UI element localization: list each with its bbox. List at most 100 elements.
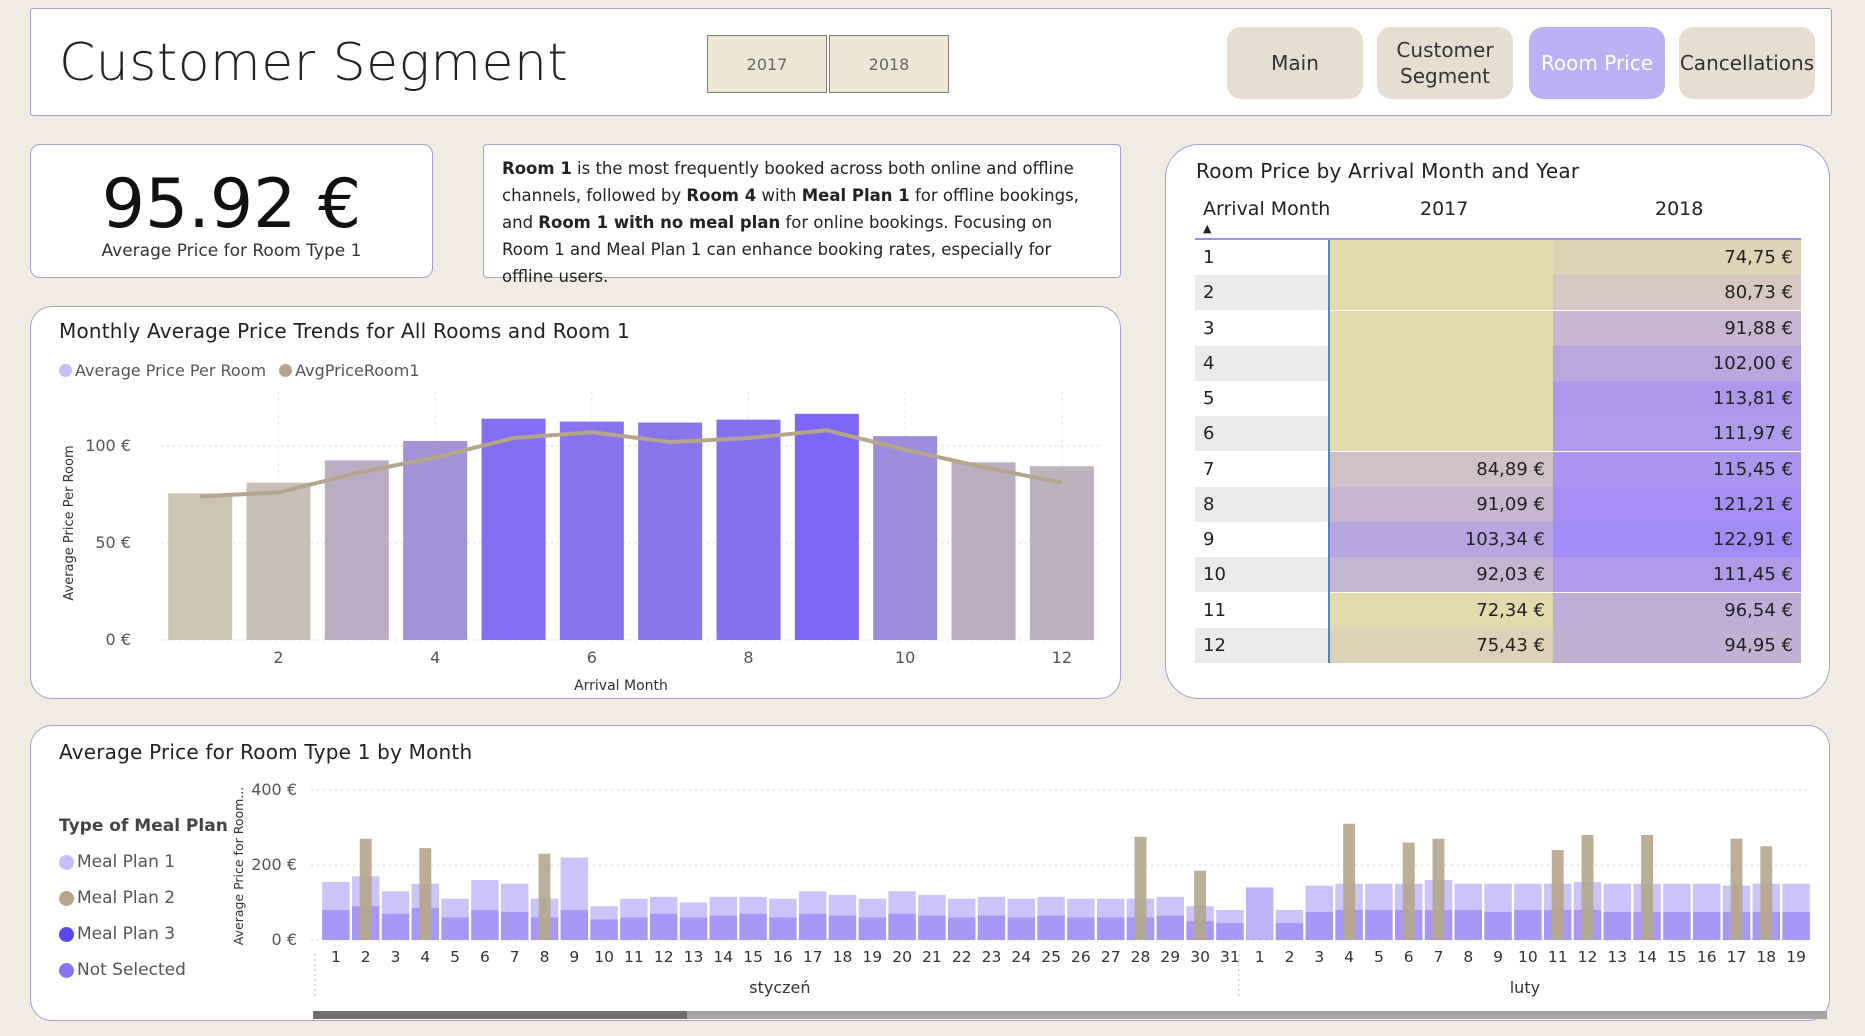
bar-avg-price[interactable] — [1029, 466, 1094, 640]
bar-avg-price[interactable] — [403, 440, 468, 640]
matrix-row[interactable]: 1 74,75 € — [1195, 240, 1801, 275]
bar-not-selected[interactable] — [947, 917, 976, 941]
year-slicer-2018[interactable]: 2018 — [829, 35, 949, 93]
bar-not-selected[interactable] — [858, 917, 887, 941]
bar-avg-price[interactable] — [324, 460, 389, 640]
bar-not-selected[interactable] — [1365, 910, 1393, 940]
matrix-row[interactable]: 6 111,97 € — [1195, 416, 1801, 452]
bar-not-selected[interactable] — [798, 913, 827, 940]
meal-plan-legend-title: Type of Meal Plan — [59, 816, 228, 836]
bar-not-selected[interactable] — [769, 917, 797, 941]
bar-not-selected[interactable] — [620, 917, 648, 941]
legend-meal-plan-1[interactable]: Meal Plan 1 — [59, 844, 228, 880]
bar-not-selected[interactable] — [1245, 887, 1274, 941]
bar-not-selected[interactable] — [1007, 917, 1036, 941]
bar-not-selected[interactable] — [709, 915, 738, 940]
bar-avg-price[interactable] — [716, 419, 781, 640]
bar-not-selected[interactable] — [441, 917, 469, 941]
bar-not-selected[interactable] — [739, 913, 767, 940]
bar-meal-plan-2[interactable] — [419, 848, 432, 940]
bar-not-selected[interactable] — [828, 915, 857, 940]
bar-not-selected[interactable] — [1216, 923, 1244, 940]
legend-not-selected[interactable]: Not Selected — [59, 952, 228, 988]
bar-not-selected[interactable] — [977, 915, 1006, 940]
x-tick-label: 3 — [1314, 948, 1324, 966]
matrix-row-header[interactable]: Arrival Month — [1203, 198, 1331, 220]
line-avg-room1[interactable] — [200, 428, 1063, 499]
bar-meal-plan-2[interactable] — [1730, 838, 1743, 940]
bar-avg-price[interactable] — [638, 422, 703, 640]
year-slicer-2017[interactable]: 2017 — [707, 35, 827, 93]
bar-not-selected[interactable] — [1692, 911, 1721, 940]
bar-not-selected[interactable] — [888, 913, 916, 940]
bar-avg-price[interactable] — [168, 493, 233, 640]
matrix-row[interactable]: 11 72,34 €96,54 € — [1195, 592, 1801, 628]
bar-not-selected[interactable] — [1037, 915, 1065, 940]
nav-cancellations-button[interactable]: Cancellations — [1679, 27, 1815, 99]
bar-avg-price[interactable] — [246, 482, 311, 640]
matrix-row[interactable]: 9 103,34 €122,91 € — [1195, 522, 1801, 557]
bar-not-selected[interactable] — [918, 915, 946, 940]
matrix-row[interactable]: 12 75,43 €94,95 € — [1195, 627, 1801, 663]
bar-not-selected[interactable] — [1275, 923, 1304, 940]
sort-ascending-icon[interactable]: ▲ — [1203, 222, 1212, 235]
bar-not-selected[interactable] — [1514, 910, 1542, 940]
matrix-row[interactable]: 5 113,81 € — [1195, 381, 1801, 416]
legend-item-avg-price[interactable]: Average Price Per Room — [59, 361, 266, 380]
legend-item-avg-room1[interactable]: AvgPriceRoom1 — [279, 361, 420, 380]
matrix-row[interactable]: 7 84,89 €115,45 € — [1195, 451, 1801, 487]
bar-meal-plan-2[interactable] — [1760, 846, 1773, 940]
bar-avg-price[interactable] — [559, 421, 624, 640]
bar-meal-plan-2[interactable] — [359, 838, 372, 940]
bar-meal-plan-2[interactable] — [1343, 823, 1356, 940]
bar-meal-plan-2[interactable] — [1402, 842, 1415, 941]
bar-not-selected[interactable] — [560, 910, 589, 940]
bar-not-selected[interactable] — [381, 913, 410, 940]
bar-not-selected[interactable] — [1663, 911, 1691, 940]
nav-room-price-button[interactable]: Room Price — [1529, 27, 1665, 99]
bar-not-selected[interactable] — [1484, 911, 1512, 940]
matrix-row[interactable]: 3 91,88 € — [1195, 310, 1801, 346]
bar-avg-price[interactable] — [873, 436, 938, 640]
bar-not-selected[interactable] — [1305, 911, 1334, 940]
bar-not-selected[interactable] — [1782, 911, 1810, 940]
bar-not-selected[interactable] — [1156, 915, 1185, 940]
horizontal-scrollbar-track[interactable] — [313, 1011, 1827, 1019]
bar-meal-plan-2[interactable] — [1581, 835, 1594, 940]
bar-avg-price[interactable] — [951, 462, 1016, 640]
matrix-value-2018: 113,81 € — [1553, 381, 1801, 416]
header-bar: Customer Segment 2017 2018 Main Customer… — [30, 8, 1832, 116]
matrix-row[interactable]: 8 91,09 €121,21 € — [1195, 486, 1801, 522]
matrix-row[interactable]: 10 92,03 €111,45 € — [1195, 557, 1801, 593]
legend-meal-plan-3[interactable]: Meal Plan 3 — [59, 916, 228, 952]
bar-avg-price[interactable] — [481, 418, 546, 640]
matrix-month-cell: 2 — [1195, 275, 1328, 311]
bar-not-selected[interactable] — [590, 919, 618, 940]
bar-meal-plan-2[interactable] — [1432, 838, 1445, 940]
bar-meal-plan-2[interactable] — [1194, 870, 1207, 940]
bar-meal-plan-2[interactable] — [1551, 850, 1564, 940]
bar-not-selected[interactable] — [500, 911, 529, 940]
horizontal-scrollbar-thumb[interactable] — [313, 1011, 687, 1019]
bar-not-selected[interactable] — [679, 917, 708, 941]
bar-not-selected[interactable] — [1454, 910, 1483, 940]
bar-not-selected[interactable] — [471, 910, 499, 940]
bar-not-selected[interactable] — [1096, 917, 1125, 941]
bar-avg-price[interactable] — [794, 413, 859, 640]
x-tick-label: 31 — [1220, 948, 1240, 966]
x-tick-label: 13 — [1607, 948, 1627, 966]
bar-not-selected[interactable] — [322, 910, 350, 940]
legend-meal-plan-2[interactable]: Meal Plan 2 — [59, 880, 228, 916]
month-group-label: luty — [1510, 978, 1540, 997]
nav-main-button[interactable]: Main — [1227, 27, 1363, 99]
bar-not-selected[interactable] — [649, 913, 678, 940]
matrix-row[interactable]: 4 102,00 € — [1195, 345, 1801, 381]
bar-not-selected[interactable] — [1603, 911, 1632, 940]
bar-not-selected[interactable] — [1067, 917, 1095, 941]
bar-meal-plan-2[interactable] — [1641, 835, 1654, 940]
bar-meal-plan-2[interactable] — [538, 853, 551, 940]
bar-meal-plan-2[interactable] — [1134, 836, 1147, 940]
nav-customer-segment-button[interactable]: Customer Segment — [1377, 27, 1513, 99]
matrix-row[interactable]: 2 80,73 € — [1195, 275, 1801, 311]
x-tick-label: 8 — [743, 648, 753, 667]
